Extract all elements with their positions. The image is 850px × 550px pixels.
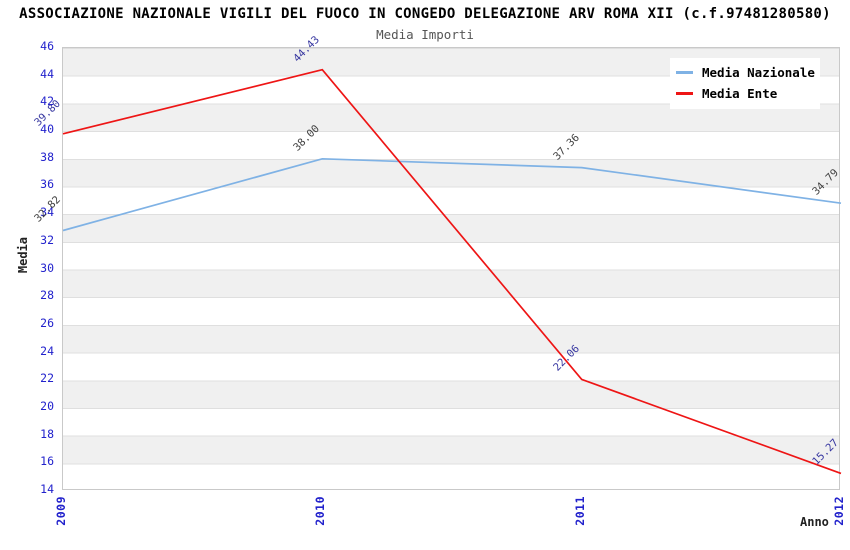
series-line — [62, 157, 842, 232]
y-tick-label: 24 — [40, 343, 54, 358]
y-tick-label: 40 — [40, 122, 54, 137]
chart-subtitle: Media Importi — [376, 27, 474, 42]
y-tick-label: 22 — [40, 371, 54, 386]
line-series-svg — [62, 68, 842, 475]
x-axis-title: Anno — [800, 515, 829, 529]
x-tick-label: 2009 — [54, 496, 68, 526]
legend-swatch-nazionale-icon — [676, 71, 693, 74]
y-tick-label: 16 — [40, 454, 54, 469]
legend-swatch-ente-icon — [676, 92, 693, 95]
y-tick-label: 42 — [40, 94, 54, 109]
x-tick-label: 2011 — [572, 496, 587, 526]
plot-area — [62, 47, 842, 490]
legend-label: Media Ente — [702, 86, 778, 101]
legend-item-media-ente: Media Ente — [676, 83, 814, 104]
y-tick-label: 18 — [40, 426, 54, 441]
y-tick-label: 20 — [40, 398, 54, 413]
y-tick-label: 46 — [40, 39, 54, 53]
y-tick-label: 44 — [40, 66, 54, 81]
legend-item-media-nazionale: Media Nazionale — [676, 62, 815, 83]
y-tick-label: 14 — [40, 482, 54, 496]
y-tick-label: 26 — [40, 315, 54, 330]
x-tick-label: 2010 — [313, 496, 328, 526]
legend: Media Nazionale Media Ente — [670, 58, 820, 109]
y-tick-label: 36 — [40, 177, 54, 192]
y-tick-label: 28 — [40, 288, 54, 303]
y-tick-label: 32 — [40, 232, 54, 247]
x-tick-label: 2012 — [832, 496, 846, 526]
y-tick-label: 34 — [40, 205, 54, 220]
point-value-label: 32.82 — [32, 194, 63, 226]
y-tick-label: 38 — [40, 149, 54, 164]
page-title: ASSOCIAZIONE NAZIONALE VIGILI DEL FUOCO … — [19, 6, 831, 22]
legend-label: Media Nazionale — [702, 65, 815, 80]
series-line — [62, 68, 842, 475]
y-tick-label: 30 — [40, 260, 54, 275]
